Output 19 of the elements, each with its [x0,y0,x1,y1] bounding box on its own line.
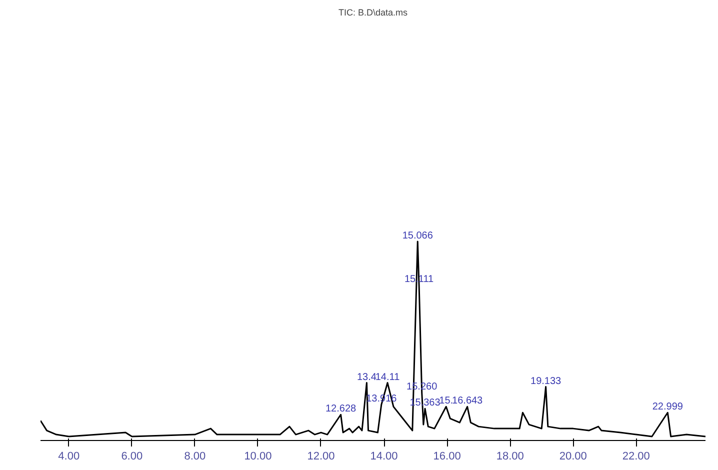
x-tick-label: 14.00 [370,450,398,462]
x-tick-label: 20.00 [559,450,587,462]
chart-title: TIC: B.D\data.ms [338,8,408,18]
x-tick-label: 4.00 [58,450,80,462]
x-tick-label: 12.00 [307,450,335,462]
x-tick-label: 8.00 [184,450,206,462]
x-tick-label: 10.00 [244,450,272,462]
annotation: 15. [439,396,454,407]
annotation: 19.133 [530,376,562,387]
annotation: 13.4 [356,372,377,383]
annotation: 16.643 [452,396,484,407]
x-tick-label: 22.00 [622,450,650,462]
x-tick-label: 16.00 [433,450,461,462]
annotation: 15.066 [402,230,434,242]
annotation: 22.999 [652,402,684,413]
x-tick-label: 18.00 [496,450,524,462]
annotation: 14.11 [375,372,400,383]
x-tick-label: 6.00 [121,450,143,462]
annotation: 12.628 [325,404,357,415]
